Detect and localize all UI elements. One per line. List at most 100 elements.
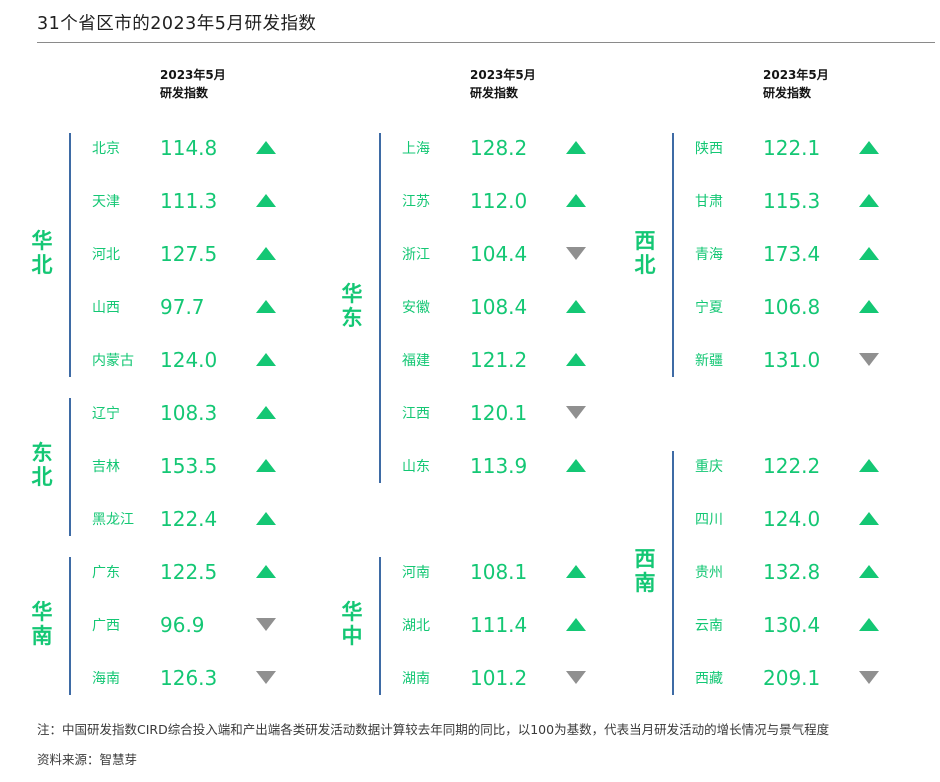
region-group: 华北 北京 114.8 天津 111.3 河北 127.5 山西 97.7 内蒙古 124.0	[30, 121, 292, 386]
province-value: 96.9	[160, 612, 205, 637]
province-row: 海南 126.3	[92, 651, 292, 704]
province-row: 四川 124.0	[695, 492, 895, 545]
province-name: 福建	[402, 352, 430, 369]
province-row: 山东 113.9	[402, 439, 602, 492]
province-row: 广西 96.9	[92, 598, 292, 651]
province-row: 浙江 104.4	[402, 227, 602, 280]
province-name: 天津	[92, 193, 120, 210]
province-value: 131.0	[763, 347, 821, 372]
province-row: 辽宁 108.3	[92, 386, 292, 439]
province-value: 126.3	[160, 665, 218, 690]
region-group: 华东 上海 128.2 江苏 112.0 浙江 104.4 安徽 108.4 福建 121.2 江西 1…	[340, 121, 602, 492]
region-group: 华南 广东 122.5 广西 96.9 海南 126.3	[30, 545, 292, 704]
province-row: 北京 114.8	[92, 121, 292, 174]
trend-up-icon	[256, 353, 276, 366]
province-row: 甘肃 115.3	[695, 174, 895, 227]
trend-up-icon	[859, 194, 879, 207]
trend-up-icon	[859, 618, 879, 631]
province-value: 128.2	[470, 135, 528, 160]
province-row: 江苏 112.0	[402, 174, 602, 227]
trend-down-icon	[859, 353, 879, 366]
trend-up-icon	[859, 512, 879, 525]
column-header-period: 2023年5月	[160, 68, 226, 82]
province-name: 内蒙古	[92, 352, 134, 369]
province-name: 北京	[92, 140, 120, 157]
trend-up-icon	[859, 459, 879, 472]
region-divider-line	[379, 133, 381, 483]
data-source: 资料来源：智慧芽	[37, 752, 138, 767]
trend-up-icon	[256, 247, 276, 260]
province-row: 河北 127.5	[92, 227, 292, 280]
trend-up-icon	[256, 194, 276, 207]
province-value: 114.8	[160, 135, 218, 160]
province-value: 111.3	[160, 188, 218, 213]
column-header: 2023年5月 研发指数	[160, 66, 226, 102]
trend-up-icon	[256, 565, 276, 578]
province-row: 江西 120.1	[402, 386, 602, 439]
column-header: 2023年5月 研发指数	[763, 66, 829, 102]
province-name: 海南	[92, 670, 120, 687]
province-row: 宁夏 106.8	[695, 280, 895, 333]
province-value: 124.0	[160, 347, 218, 372]
province-row: 青海 173.4	[695, 227, 895, 280]
region-group: 东北 辽宁 108.3 吉林 153.5 黑龙江 122.4	[30, 386, 292, 545]
province-name: 河北	[92, 246, 120, 263]
trend-up-icon	[566, 141, 586, 154]
trend-up-icon	[566, 300, 586, 313]
province-row: 内蒙古 124.0	[92, 333, 292, 386]
region-divider-line	[69, 557, 71, 695]
column-header-metric: 研发指数	[160, 86, 209, 100]
province-name: 浙江	[402, 246, 430, 263]
region-label: 华中	[341, 599, 363, 649]
province-value: 122.1	[763, 135, 821, 160]
region-divider-line	[672, 451, 674, 695]
trend-up-icon	[566, 194, 586, 207]
province-name: 贵州	[695, 564, 723, 581]
trend-down-icon	[566, 671, 586, 684]
province-name: 安徽	[402, 299, 430, 316]
province-name: 吉林	[92, 458, 120, 475]
province-name: 青海	[695, 246, 723, 263]
region-label: 华东	[341, 281, 363, 331]
province-name: 黑龙江	[92, 511, 134, 528]
province-name: 广西	[92, 617, 120, 634]
column-header-metric: 研发指数	[470, 86, 519, 100]
trend-up-icon	[256, 141, 276, 154]
province-value: 108.3	[160, 400, 218, 425]
province-value: 106.8	[763, 294, 821, 319]
province-name: 甘肃	[695, 193, 723, 210]
province-name: 云南	[695, 617, 723, 634]
trend-up-icon	[256, 512, 276, 525]
region-divider-line	[69, 133, 71, 377]
region-divider-line	[672, 133, 674, 377]
trend-down-icon	[859, 671, 879, 684]
province-value: 124.0	[763, 506, 821, 531]
province-value: 113.9	[470, 453, 528, 478]
region-divider-line	[69, 398, 71, 536]
province-name: 四川	[695, 511, 723, 528]
province-row: 福建 121.2	[402, 333, 602, 386]
province-value: 111.4	[470, 612, 528, 637]
trend-up-icon	[566, 618, 586, 631]
province-value: 122.5	[160, 559, 218, 584]
province-row: 重庆 122.2	[695, 439, 895, 492]
province-value: 127.5	[160, 241, 218, 266]
trend-up-icon	[859, 300, 879, 313]
region-label: 华南	[31, 599, 53, 649]
province-row: 陕西 122.1	[695, 121, 895, 174]
trend-up-icon	[566, 353, 586, 366]
region-group: 西北 陕西 122.1 甘肃 115.3 青海 173.4 宁夏 106.8 新疆 131.0	[633, 121, 895, 386]
column-header-period: 2023年5月	[763, 68, 829, 82]
province-value: 108.1	[470, 559, 528, 584]
province-row: 贵州 132.8	[695, 545, 895, 598]
province-value: 153.5	[160, 453, 218, 478]
province-value: 108.4	[470, 294, 528, 319]
province-value: 122.2	[763, 453, 821, 478]
province-row: 广东 122.5	[92, 545, 292, 598]
province-name: 江苏	[402, 193, 430, 210]
province-name: 辽宁	[92, 405, 120, 422]
region-label: 东北	[31, 440, 53, 490]
trend-up-icon	[859, 565, 879, 578]
province-value: 120.1	[470, 400, 528, 425]
